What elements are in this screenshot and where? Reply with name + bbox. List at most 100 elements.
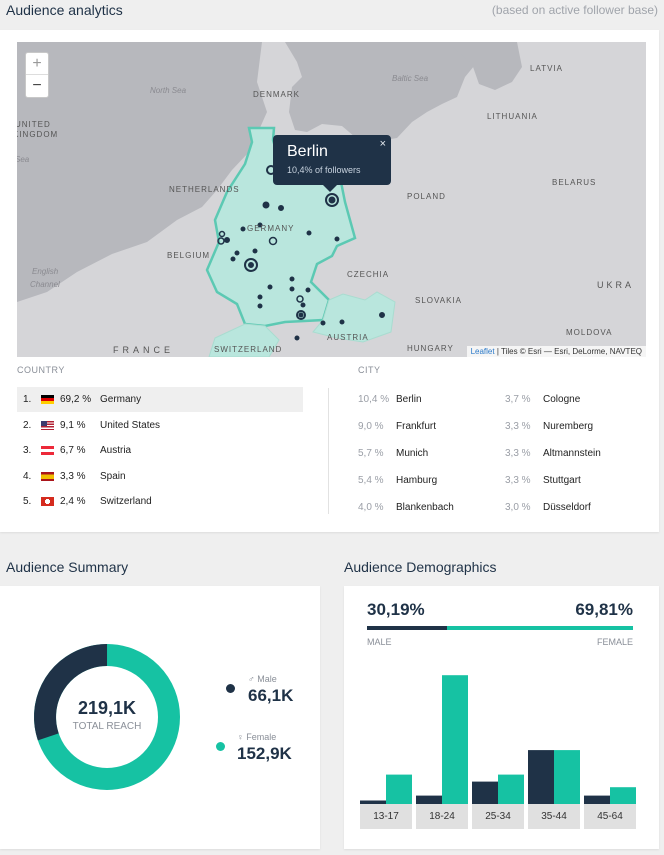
map[interactable]: LATVIA Baltic Sea North Sea DENMARK LITH… [17, 42, 646, 357]
map-label-belarus: BELARUS [552, 178, 597, 187]
attribution-text: | Tiles © Esri — Esri, DeLorme, NAVTEQ [494, 347, 642, 356]
es-flag-icon [41, 472, 54, 481]
total-reach-value: 219,1K [77, 698, 137, 718]
demographics-title: Audience Demographics [344, 559, 497, 575]
map-label-uk-1: UNITED [17, 120, 51, 129]
city-row[interactable]: 3,3 % Nuremberg [505, 421, 593, 432]
city-row[interactable]: 9,0 % Frankfurt [358, 421, 436, 432]
map-label-baltic: Baltic Sea [392, 74, 429, 83]
city-name: Cologne [543, 394, 581, 405]
map-canvas [17, 42, 522, 357]
map-label-sea: Sea [17, 155, 30, 164]
country-row[interactable]: 2. 9,1 % United States [17, 413, 303, 438]
country-row[interactable]: 3. 6,7 % Austria [17, 438, 303, 463]
age-category-label: 25-34 [472, 804, 524, 829]
bar-male-13-17 [360, 800, 386, 804]
bar-male-25-34 [472, 781, 498, 804]
country-name: Switzerland [100, 496, 152, 507]
country-name: United States [100, 420, 161, 431]
country-percent: 2,4 % [60, 496, 86, 507]
baltic-sea [285, 42, 487, 140]
country-row[interactable]: 5. 2,4 % Switzerland [17, 489, 303, 514]
city-name: Altmannstein [543, 448, 601, 459]
zoom-control: + − [25, 52, 49, 98]
country-heading: COUNTRY [17, 365, 65, 375]
gulf-water [447, 42, 522, 90]
map-label-switzerland: SWITZERLAND [214, 345, 283, 354]
map-label-channel: Channel [30, 280, 60, 289]
de-flag-icon [41, 395, 54, 404]
country-row[interactable]: 1. 69,2 % Germany [17, 387, 303, 412]
country-percent: 69,2 % [60, 394, 92, 405]
zoom-out-button[interactable]: − [32, 77, 42, 94]
austria-region [312, 291, 396, 343]
female-legend-value: 152,9K [237, 744, 292, 763]
city-row[interactable]: 4,0 % Blankenbach [358, 502, 454, 513]
country-percent: 9,1 % [60, 420, 86, 431]
female-legend-label: ♀ Female [237, 732, 277, 742]
male-legend-label: ♂ Male [248, 674, 277, 684]
at-flag-icon [41, 446, 54, 455]
country-percent: 3,3 % [60, 471, 86, 482]
country-percent: 6,7 % [60, 445, 86, 456]
city-row[interactable]: 3,0 % Düsseldorf [505, 502, 591, 513]
city-row[interactable]: 3,3 % Altmannstein [505, 448, 601, 459]
city-row[interactable]: 5,7 % Munich [358, 448, 428, 459]
city-name: Blankenbach [396, 502, 454, 513]
city-percent: 5,7 % [358, 448, 384, 459]
close-icon[interactable]: × [379, 138, 386, 150]
male-legend-value: 66,1K [248, 686, 294, 705]
male-percent: 30,19% [367, 600, 425, 619]
city-percent: 4,0 % [358, 502, 384, 513]
city-row[interactable]: 3,7 % Cologne [505, 394, 580, 405]
city-name: Düsseldorf [543, 502, 591, 513]
bar-female-25-34 [498, 774, 524, 804]
country-rank: 4. [23, 471, 32, 482]
map-label-netherlands: NETHERLANDS [169, 185, 240, 194]
city-markers [217, 165, 385, 341]
leaflet-link[interactable]: Leaflet [470, 347, 495, 356]
city-row[interactable]: 10,4 % Berlin [358, 394, 422, 405]
female-legend-dot [216, 742, 225, 751]
city-row[interactable]: 5,4 % Hamburg [358, 475, 437, 486]
male-label: MALE [367, 637, 392, 647]
list-divider [328, 388, 329, 514]
zoom-in-button[interactable]: + [26, 53, 48, 75]
city-name: Frankfurt [396, 421, 437, 432]
city-percent: 5,4 % [358, 475, 384, 486]
map-label-slovakia: SLOVAKIA [415, 296, 462, 305]
country-row[interactable]: 4. 3,3 % Spain [17, 464, 303, 489]
page-title: Audience analytics [6, 2, 123, 18]
city-name: Berlin [396, 394, 422, 405]
map-label-lithuania: LITHUANIA [487, 112, 538, 121]
country-name: Austria [100, 445, 132, 456]
map-label-france: FRANCE [113, 345, 175, 355]
city-percent: 3,0 % [505, 502, 531, 513]
north-sea [17, 42, 267, 302]
bar-female-13-17 [386, 774, 412, 804]
map-label-belgium: BELGIUM [167, 251, 211, 260]
country-name: Germany [100, 394, 142, 405]
us-flag-icon [41, 421, 54, 430]
total-reach-label: TOTAL REACH [72, 721, 142, 732]
country-rank: 5. [23, 496, 32, 507]
map-label-ukraine: UKRA [597, 280, 635, 290]
city-row[interactable]: 3,3 % Stuttgart [505, 475, 581, 486]
summary-title: Audience Summary [6, 559, 129, 575]
city-heading: CITY [358, 365, 381, 375]
country-rank: 3. [23, 445, 32, 456]
country-rank: 2. [23, 420, 32, 431]
city-percent: 9,0 % [358, 421, 384, 432]
male-legend-dot [226, 684, 235, 693]
switzerland-region [208, 323, 280, 357]
bar-female-45-64 [610, 787, 636, 804]
city-name: Stuttgart [543, 475, 581, 486]
map-label-uk-2: KINGDOM [17, 130, 59, 139]
map-label-latvia: LATVIA [530, 64, 563, 73]
city-percent: 3,3 % [505, 448, 531, 459]
bar-female-18-24 [442, 675, 468, 804]
page-note: (based on active follower base) [491, 3, 658, 17]
gender-split-bar [367, 626, 633, 630]
popup-share: 10,4% of followers [287, 165, 361, 175]
female-label: FEMALE [596, 637, 633, 647]
